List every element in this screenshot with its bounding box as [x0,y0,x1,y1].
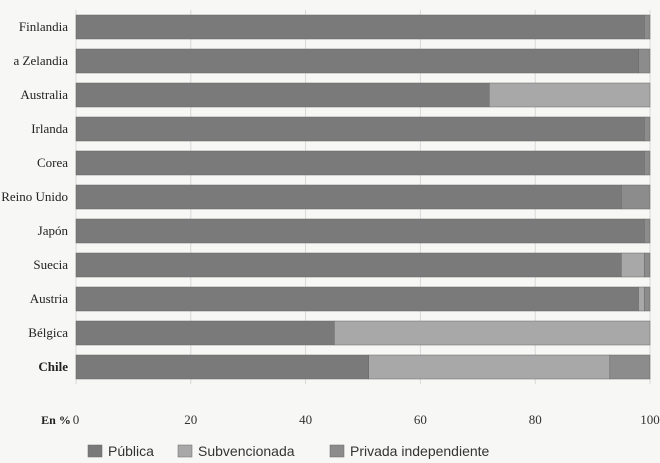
category-label-6: Japón [38,223,69,238]
legend-label-0: Pública [108,443,154,459]
category-label-7: Suecia [33,257,68,272]
bar-reino-unido-series-0 [75,184,622,210]
category-label-10: Chile [38,359,68,374]
bar-suecia-series-0 [75,252,622,278]
x-tick-label-0: 0 [73,412,80,427]
category-label-2: Australia [20,87,68,102]
bar-suecia-series-1 [621,252,645,278]
bar-austria-series-1 [638,286,645,312]
legend-swatch-2 [329,444,345,458]
bar-suecia-series-2 [644,252,651,278]
x-tick-label-20: 20 [184,412,197,427]
bar-finlandia-series-2 [644,14,651,40]
bar-chile-series-0 [75,354,369,380]
bar-austria-series-0 [75,286,639,312]
x-axis: En % 0 20 40 60 80 100 [41,412,660,427]
legend-label-2: Privada independiente [350,443,490,459]
bar-austria-series-2 [644,286,651,312]
bar-chile-series-2 [609,354,651,380]
category-label-3: Irlanda [31,121,68,136]
bar-chile-series-1 [368,354,611,380]
legend-label-1: Subvencionada [198,443,295,459]
category-labels: Finlandia a Zelandia Australia Irlanda Corea… [1,19,68,374]
category-label-5: Reino Unido [1,189,68,204]
x-tick-label-80: 80 [529,412,542,427]
bar-australia-series-0 [75,82,490,108]
bar-japón-series-2 [644,218,651,244]
bar-irlanda-series-2 [644,116,651,142]
legend-swatch-0 [87,444,103,458]
bar-bélgica-series-1 [334,320,651,346]
legend: Pública Subvencionada Privada independient… [87,443,490,459]
x-axis-label: En % [41,413,71,427]
bar-corea-series-0 [75,150,645,176]
x-tick-label-100: 100 [640,412,660,427]
x-tick-label-60: 60 [414,412,427,427]
bar-australia-series-1 [489,82,651,108]
x-tick-label-40: 40 [299,412,312,427]
chart-bars [75,14,651,380]
bar-bélgica-series-0 [75,320,335,346]
category-label-1: a Zelandia [14,53,69,68]
bar-corea-series-2 [644,150,651,176]
bar-nueva-zelandia-series-2 [638,48,651,74]
bar-irlanda-series-0 [75,116,645,142]
bar-finlandia-series-0 [75,14,645,40]
bar-reino-unido-series-2 [621,184,651,210]
category-label-0: Finlandia [19,19,68,34]
bar-japón-series-0 [75,218,645,244]
category-label-8: Austria [30,291,69,306]
bar-nueva-zelandia-series-0 [75,48,639,74]
legend-swatch-1 [177,444,193,458]
category-label-9: Bélgica [28,325,68,340]
category-label-4: Corea [37,155,68,170]
